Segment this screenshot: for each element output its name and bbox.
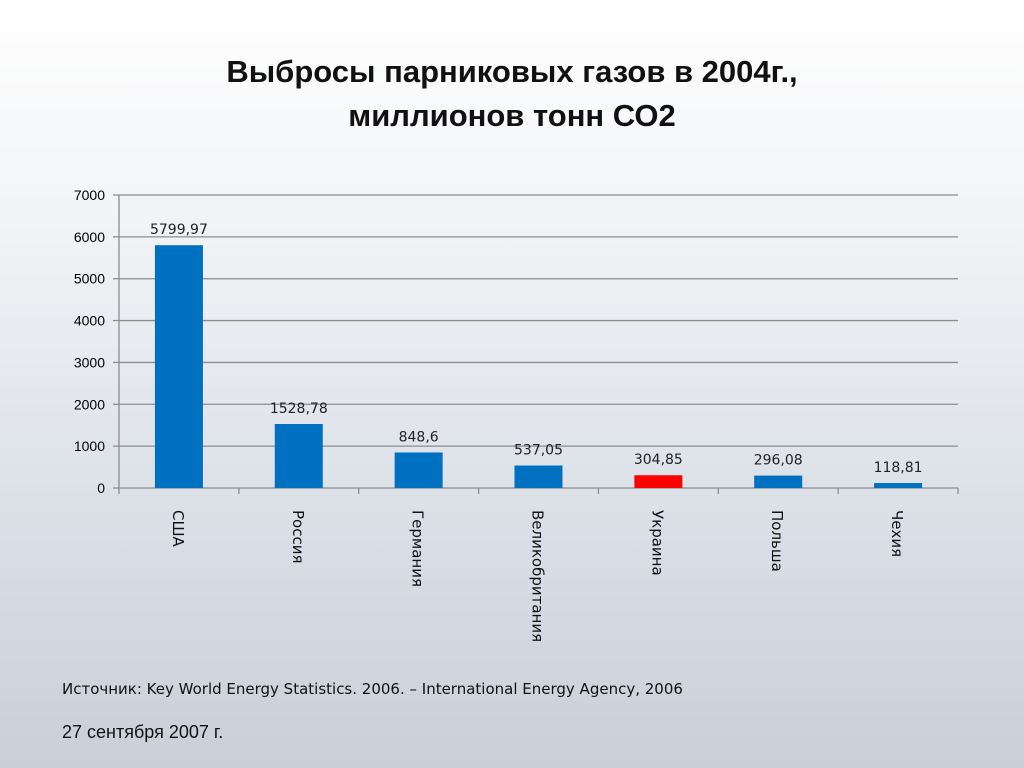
- slide-date: 27 сентября 2007 г.: [62, 722, 224, 742]
- y-tick-label: 6000: [74, 229, 105, 245]
- data-label: 848,6: [399, 429, 439, 445]
- y-tick-label: 3000: [74, 354, 105, 370]
- y-tick-label: 5000: [74, 271, 105, 287]
- bar: [754, 475, 803, 488]
- bar: [154, 245, 203, 488]
- category-label: Россия: [289, 510, 307, 564]
- slide-title-line-1: Выбросы парниковых газов в 2004г.,: [226, 54, 798, 89]
- bar: [394, 452, 443, 488]
- bar: [514, 465, 563, 488]
- category-label: Великобритания: [529, 510, 547, 642]
- bar: [634, 475, 683, 488]
- data-label: 5799,97: [150, 222, 208, 238]
- slide-title-line-2: миллионов тонн СО2: [348, 98, 676, 133]
- emissions-bar-chart: 0 1000 2000 3000 4000 5000 6000 7000 5799,97 США 1…: [74, 187, 959, 642]
- data-label: 304,85: [634, 452, 683, 468]
- slide-title: Выбросы парниковых газов в 2004г., милли…: [0, 50, 1024, 138]
- data-label: 1528,78: [270, 401, 328, 417]
- y-tick-label: 0: [97, 480, 105, 496]
- category-label: Польша: [768, 510, 786, 572]
- category-label: Украина: [648, 510, 666, 576]
- category-label: Германия: [409, 510, 427, 587]
- y-tick-label: 1000: [74, 438, 105, 454]
- data-label: 118,81: [874, 460, 923, 476]
- category-label: Чехия: [888, 510, 906, 557]
- data-label: 296,08: [754, 453, 803, 469]
- data-label: 537,05: [514, 443, 563, 459]
- bar: [874, 483, 923, 488]
- y-tick-label: 2000: [74, 396, 105, 412]
- y-tick-label: 4000: [74, 313, 105, 329]
- y-tick-label: 7000: [74, 187, 105, 203]
- category-label: США: [169, 510, 187, 548]
- bar: [274, 424, 323, 488]
- source-note: Источник: Key World Energy Statistics. 2…: [62, 680, 683, 698]
